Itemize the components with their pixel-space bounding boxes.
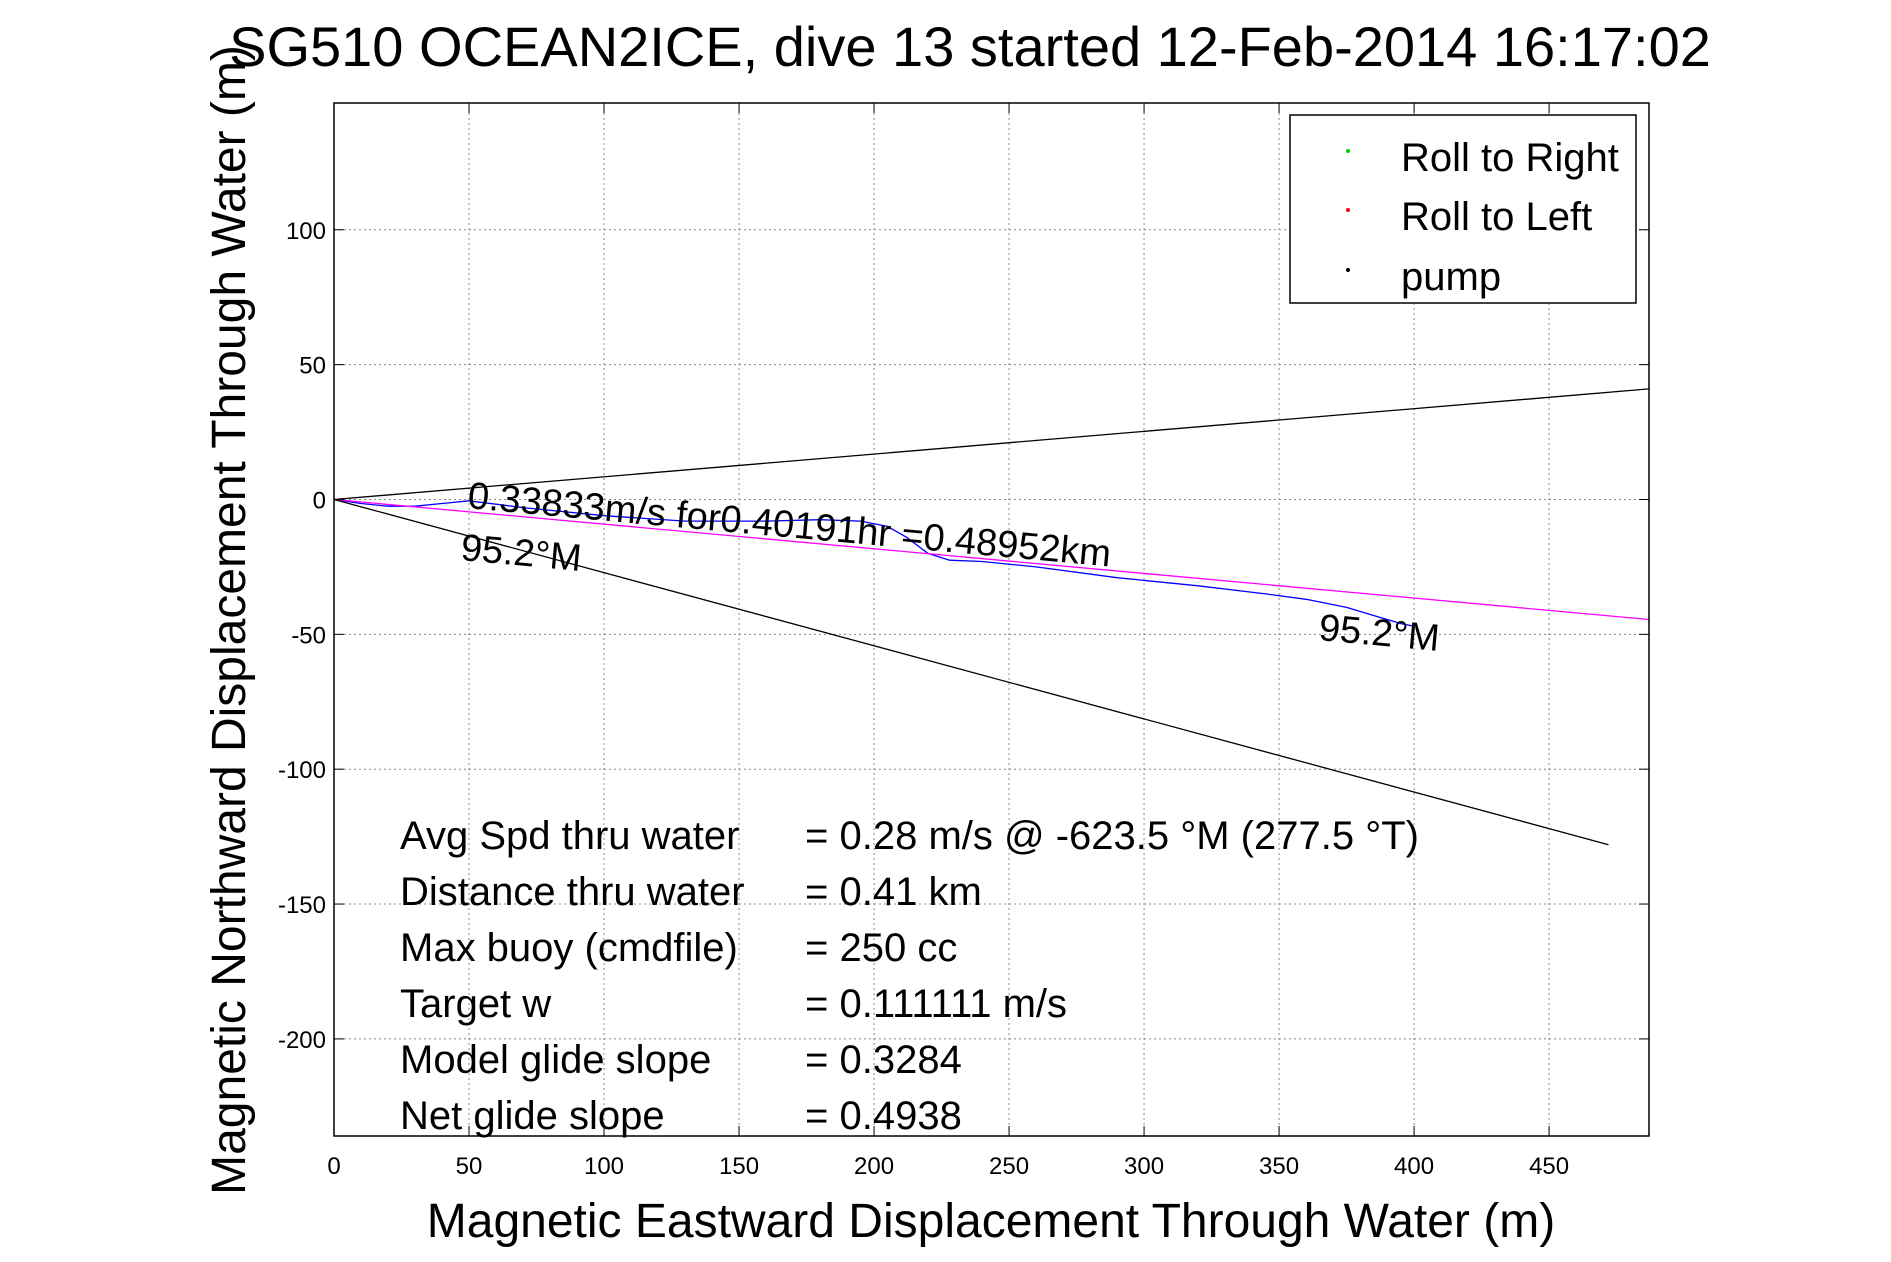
stats-block: Avg Spd thru water = 0.28 m/s @ -623.5 °M…: [400, 814, 1419, 1138]
stat-label: Distance thru water: [400, 870, 745, 914]
x-tick-label: 450: [1529, 1153, 1569, 1180]
x-tick-label: 100: [584, 1153, 624, 1180]
stat-value: = 0.28 m/s @ -623.5 °M (277.5 °T): [805, 814, 1419, 858]
x-tick-label: 400: [1394, 1153, 1434, 1180]
stat-value: = 0.4938: [805, 1094, 962, 1138]
stat-value: = 0.41 km: [805, 870, 982, 914]
y-tick-label: 0: [313, 487, 326, 514]
heading-annotation-start: 95.2°M: [459, 527, 583, 580]
x-tick-label: 300: [1124, 1153, 1164, 1180]
legend-label-roll-right: Roll to Right: [1401, 136, 1619, 180]
stat-value: = 0.3284: [805, 1038, 962, 1082]
chart-title: SG510 OCEAN2ICE, dive 13 started 12-Feb-…: [229, 15, 1711, 78]
plot-frame: [333, 102, 1650, 1137]
x-tick-label: 200: [854, 1153, 894, 1180]
x-tick-label: 50: [456, 1153, 483, 1180]
y-tick-label: 50: [299, 353, 326, 380]
y-tick-label: 100: [286, 218, 326, 245]
x-axis-ticks: 0 50 100 150 200 250 300 350 400 450: [327, 103, 1569, 1180]
y-tick-label: -50: [291, 622, 326, 649]
stat-label: Net glide slope: [400, 1094, 665, 1138]
y-axis-label: Magnetic Northward Displacement Through …: [203, 45, 256, 1195]
stat-value: = 0.111111 m/s: [805, 982, 1067, 1026]
legend-label-roll-left: Roll to Left: [1401, 195, 1592, 239]
legend-marker-roll-right: [1346, 149, 1350, 153]
x-axis-label: Magnetic Eastward Displacement Through W…: [427, 1195, 1555, 1248]
y-axis-ticks: -200 -150 -100 -50 0 50 100: [278, 218, 1649, 1054]
y-tick-label: -100: [278, 757, 326, 784]
heading-annotation-end: 95.2°M: [1317, 607, 1441, 660]
x-tick-label: 0: [327, 1153, 340, 1180]
series-line-0: [333, 498, 1415, 627]
series-line-3: [333, 498, 1609, 846]
legend-label-pump: pump: [1401, 255, 1501, 299]
stat-label: Avg Spd thru water: [400, 814, 739, 858]
legend: Roll to Right Roll to Left pump: [1289, 114, 1637, 304]
y-tick-label: -200: [278, 1027, 326, 1054]
legend-marker-roll-left: [1346, 208, 1350, 212]
y-tick-label: -150: [278, 892, 326, 919]
stat-label: Target w: [400, 982, 551, 1026]
x-tick-label: 150: [719, 1153, 759, 1180]
stat-value: = 250 cc: [805, 926, 957, 970]
plot-lines: [333, 388, 1650, 846]
legend-marker-pump: [1346, 268, 1350, 272]
x-tick-label: 350: [1259, 1153, 1299, 1180]
x-tick-label: 250: [989, 1153, 1029, 1180]
series-line-1: [333, 498, 1650, 621]
stat-label: Model glide slope: [400, 1038, 711, 1082]
series-line-2: [333, 388, 1650, 501]
stat-label: Max buoy (cmdfile): [400, 926, 738, 970]
